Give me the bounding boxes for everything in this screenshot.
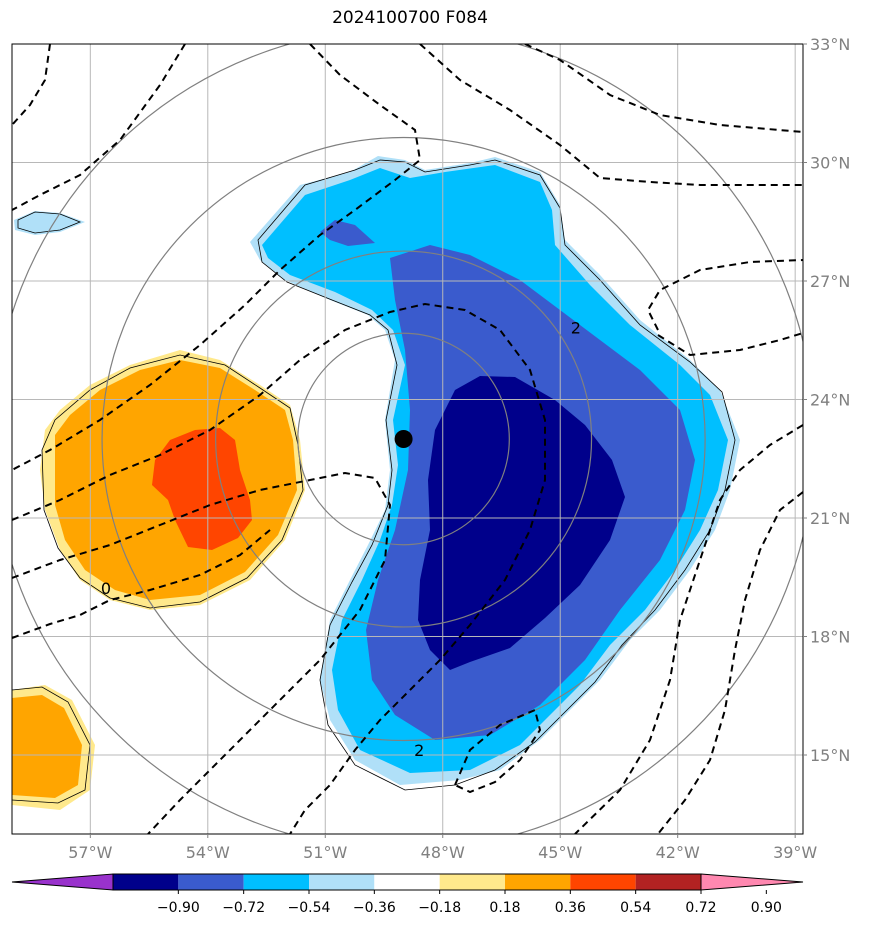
colorbar-tick-label: −0.54 (288, 900, 331, 916)
contour-label-layer: 0 2 2 (101, 318, 581, 760)
dashed-contour (12, 44, 422, 471)
colorbar-tick-label: 0.72 (685, 900, 716, 916)
longitude-tick-labels: 57°W 54°W 51°W 48°W 45°W 42°W 39°W (68, 834, 817, 862)
colorbar-extend-low (11, 873, 114, 891)
dashed-contour (12, 44, 186, 211)
dashed-contour (524, 44, 803, 133)
colorbar-segment (505, 874, 571, 890)
dashed-contour (12, 529, 271, 639)
contour-label: 2 (414, 741, 424, 760)
colorbar-segment (570, 874, 636, 890)
lon-tick-label: 42°W (656, 843, 700, 862)
lat-tick-label: 24°N (810, 391, 850, 410)
latitude-tick-labels: 33°N 30°N 27°N 24°N 21°N 18°N 15°N (803, 35, 850, 765)
lat-tick-label: 30°N (810, 154, 850, 173)
dashed-contour (657, 332, 803, 357)
lat-tick-label: 18°N (810, 628, 850, 647)
dashed-contour-layer (12, 44, 803, 834)
field-dark-blue (418, 376, 625, 670)
outline-positive (41, 354, 304, 609)
colorbar-tick-label: −0.18 (418, 900, 461, 916)
lon-tick-label: 39°W (773, 843, 817, 862)
colorbar-segment (113, 874, 179, 890)
lon-tick-label: 45°W (538, 843, 582, 862)
colorbar-tick-label: 0.18 (489, 900, 520, 916)
map-frame (11, 43, 804, 835)
colorbar: −0.90 −0.72 −0.54 −0.36 −0.18 0.18 0.36 0.54 0.7… (11, 873, 804, 916)
range-ring (215, 250, 593, 628)
colorbar-tick-label: 0.54 (620, 900, 651, 916)
contour-label: 0 (101, 579, 111, 598)
colorbar-tick-label: −0.36 (353, 900, 396, 916)
shaded-field-layer (12, 156, 740, 810)
colorbar-frame (112, 873, 702, 891)
range-ring (101, 136, 706, 742)
lon-tick-label: 54°W (186, 843, 230, 862)
field-royal-blue-north (320, 220, 375, 246)
field-red-orange (152, 428, 252, 550)
colorbar-tick-label: −0.90 (157, 900, 200, 916)
graticule (12, 44, 803, 834)
dashed-contour (12, 302, 546, 834)
colorbar-segment (635, 874, 701, 890)
dashed-contour (454, 708, 542, 794)
range-ring (297, 332, 510, 546)
colorbar-tick-label: 0.36 (555, 900, 586, 916)
outline-negative (257, 159, 736, 791)
lat-tick-label: 21°N (810, 509, 850, 528)
dashed-contour (12, 44, 51, 126)
outline-nw (17, 211, 82, 234)
colorbar-extend-high (700, 873, 804, 891)
lon-tick-label: 57°W (68, 843, 112, 862)
map-title: 2024100700 F084 (332, 8, 488, 28)
lat-tick-label: 33°N (810, 35, 850, 54)
map-area: 0 2 2 (12, 44, 803, 834)
lat-tick-label: 15°N (810, 746, 850, 765)
colorbar-tick-label: −0.72 (222, 900, 265, 916)
colorbar-segment (309, 874, 375, 890)
lon-tick-label: 51°W (303, 843, 347, 862)
colorbar-segment (374, 874, 440, 890)
range-rings (12, 44, 803, 834)
contour-label: 2 (571, 318, 581, 337)
outline-contour-layer (12, 159, 736, 804)
storm-center-marker (394, 430, 413, 448)
dashed-contour (419, 44, 803, 186)
dashed-contour (646, 259, 803, 331)
dashed-contour (574, 424, 803, 834)
field-orange-sw (12, 695, 82, 798)
lat-tick-label: 27°N (810, 272, 850, 291)
colorbar-tick-label: 0.90 (751, 900, 782, 916)
colorbar-segment (243, 874, 309, 890)
lon-tick-label: 48°W (421, 843, 465, 862)
colorbar-segment (178, 874, 244, 890)
colorbar-segment (439, 874, 505, 890)
